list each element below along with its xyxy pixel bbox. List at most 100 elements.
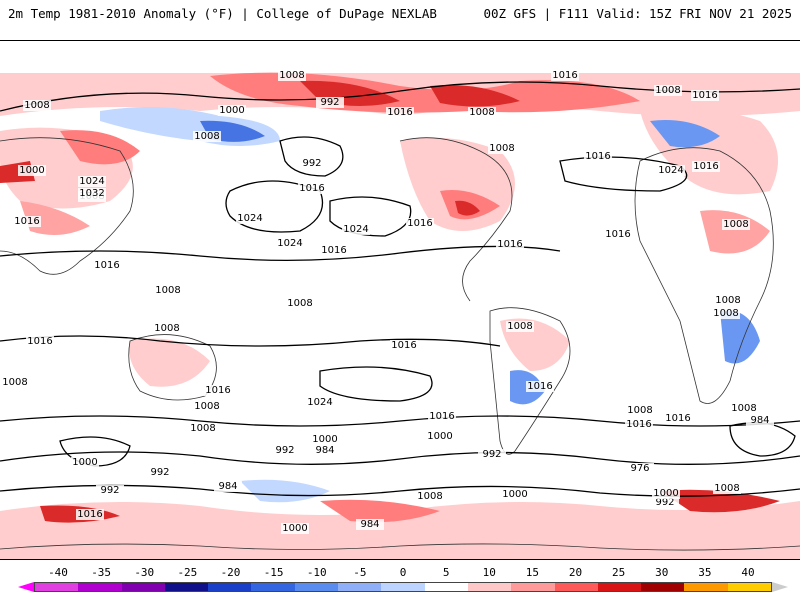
isobar-label-bg (286, 298, 314, 309)
isobar-label: 1008 (24, 100, 49, 111)
isobar-label: 1024 (343, 224, 368, 235)
isobar-label: 1016 (585, 151, 610, 162)
isobar-label: 1008 (155, 285, 180, 296)
isobar-label-bg (189, 423, 217, 434)
legend-tick-label: 25 (612, 566, 626, 579)
legend-swatch (554, 583, 598, 591)
isobar-label: 1008 (489, 143, 514, 154)
isobar-label: 1016 (27, 336, 52, 347)
legend-swatch (597, 583, 642, 591)
legend-swatch (641, 583, 685, 591)
isobar-label-bg (298, 183, 326, 194)
isobar-label: 1016 (205, 385, 230, 396)
isobar-label-bg (416, 491, 444, 502)
legend-tick-label: -15 (263, 566, 284, 579)
legend-tick-label: 10 (482, 566, 496, 579)
isobar-label-bg (71, 457, 99, 468)
isobar-label-bg (386, 107, 414, 118)
legend-cap-high (772, 582, 788, 592)
isobar-label: 1008 (194, 131, 219, 142)
legend-swatch (338, 583, 382, 591)
isobar-label-bg (654, 85, 682, 96)
isobar-label: 1000 (653, 488, 678, 499)
isobar-label: 1016 (605, 229, 630, 240)
isobar-label-bg (584, 151, 612, 162)
isobar-label: 1008 (194, 401, 219, 412)
isobar-label: 1016 (14, 216, 39, 227)
legend-swatch (381, 583, 425, 591)
legend-swatch (684, 583, 728, 591)
isobar-label: 1000 (282, 523, 307, 534)
isobar-label-bg (478, 449, 506, 460)
isobar-label-bg (320, 245, 348, 256)
isobar-label-bg (390, 340, 418, 351)
isobar-label-bg (626, 463, 654, 474)
isobar-label-bg (712, 308, 740, 319)
legend-swatch (164, 583, 209, 591)
legend-tick-label: 15 (525, 566, 539, 579)
isobar-label-bg (426, 431, 454, 442)
isobar-label: 1016 (692, 90, 717, 101)
isobar-label: 1016 (387, 107, 412, 118)
isobar-label: 976 (630, 463, 649, 474)
isobar-label: 1008 (723, 219, 748, 230)
isobar-label-bg (356, 519, 384, 530)
isobar-label: 1016 (552, 70, 577, 81)
isobar-label: 1024 (658, 165, 683, 176)
legend-swatch (78, 583, 122, 591)
legend-tick-label: -30 (134, 566, 155, 579)
isobar-label: 992 (320, 97, 339, 108)
legend-swatch (511, 583, 555, 591)
isobar-label-bg (278, 70, 306, 81)
isobar-label-bg (651, 497, 679, 508)
isobar-label-bg (13, 216, 41, 227)
legend-swatch (251, 583, 295, 591)
isobar-label: 992 (150, 467, 169, 478)
isobar-label: 1016 (626, 419, 651, 430)
isobar-label-bg (713, 483, 741, 494)
isobar-label-bg (78, 176, 106, 187)
isobar-label-bg (311, 434, 339, 445)
isobar-label-bg (692, 161, 720, 172)
isobar-label: 1024 (307, 397, 332, 408)
legend-swatch (727, 583, 772, 591)
isobar-label-bg (96, 485, 124, 496)
isobar-label-bg (26, 336, 54, 347)
isobar-label-bg (625, 419, 653, 430)
isobar-label: 992 (275, 445, 294, 456)
isobar-label: 1016 (665, 413, 690, 424)
legend-tick-label: 35 (698, 566, 712, 579)
legend-tick-label: 20 (568, 566, 583, 579)
legend-tick-label: -35 (91, 566, 112, 579)
isobar-label: 1024 (237, 213, 262, 224)
isobar-label: 1008 (469, 107, 494, 118)
isobar-label-bg (281, 523, 309, 534)
model-run-info: 00Z GFS | F111 Valid: 15Z FRI NOV 21 202… (483, 6, 792, 21)
isobar-label-bg (496, 239, 524, 250)
isobar-label: 1008 (731, 403, 756, 414)
isobar-label-bg (236, 213, 264, 224)
isobar-label-bg (214, 481, 242, 492)
isobar-label: 1000 (502, 489, 527, 500)
isobar-label-bg (1, 377, 29, 388)
isobar-label: 984 (315, 445, 334, 456)
isobar-label-bg (488, 143, 516, 154)
isobar-label: 1016 (391, 340, 416, 351)
anomaly-map: 1008 1016 1008 992 1000 1016 1008 1016 1008 1008 1… (0, 40, 800, 560)
isobar-label-bg (306, 397, 334, 408)
isobar-label-bg (714, 295, 742, 306)
legend-swatch (467, 583, 512, 591)
isobar-label-bg (18, 165, 46, 176)
isobar-label-bg (506, 321, 534, 332)
isobar-label-bg (154, 285, 182, 296)
isobar-label-bg (276, 238, 304, 249)
isobar-label: 1008 (287, 298, 312, 309)
isobar-label: 1008 (190, 423, 215, 434)
legend-swatch (121, 583, 165, 591)
isobar-label: 1008 (714, 483, 739, 494)
isobar-label-bg (23, 100, 51, 111)
legend-tick-label: 30 (655, 566, 669, 579)
isobar-label: 1000 (19, 165, 44, 176)
legend-tick-label: 40 (741, 566, 755, 579)
isobar-label: 1000 (219, 105, 244, 116)
